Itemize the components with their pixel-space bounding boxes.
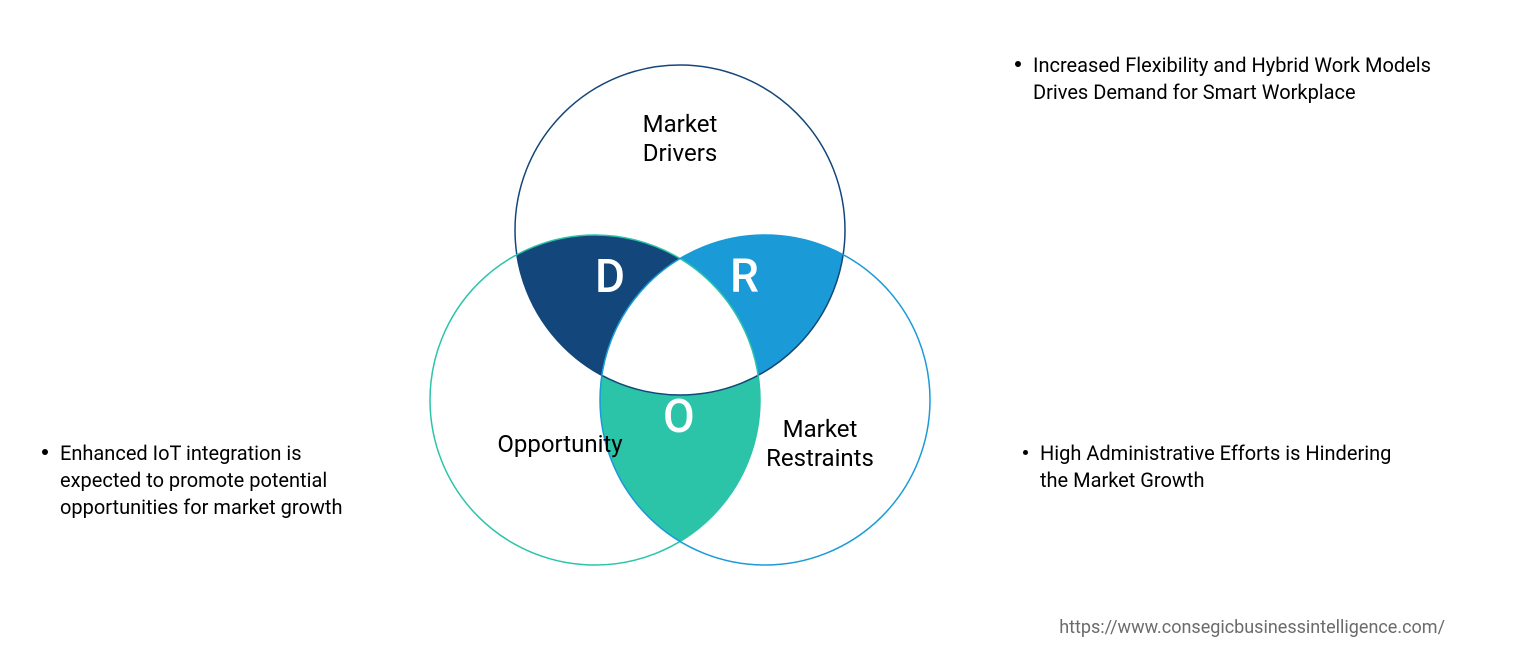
bullet-dot-icon [1015, 61, 1021, 67]
drivers-bullet: Increased Flexibility and Hybrid Work Mo… [1015, 52, 1435, 106]
venn-letter-o: O [663, 390, 695, 444]
bullet-dot-icon [1023, 450, 1028, 455]
venn-letter-r: R [730, 250, 759, 304]
venn-diagram: MarketDrivers Opportunity MarketRestrain… [400, 40, 960, 600]
footer-source-url: https://www.consegicbusinessintelligence… [1059, 617, 1445, 638]
bullet-dot-icon [42, 449, 48, 455]
venn-label-restraints: MarketRestraints [740, 415, 900, 473]
drivers-bullet-text: Increased Flexibility and Hybrid Work Mo… [1033, 52, 1435, 106]
venn-label-drivers: MarketDrivers [600, 110, 760, 168]
venn-letter-d: D [595, 250, 625, 304]
restraints-bullet-text: High Administrative Efforts is Hindering… [1040, 440, 1403, 494]
venn-label-opportunity: Opportunity [480, 430, 640, 459]
opportunity-bullet: Enhanced IoT integration is expected to … [42, 440, 382, 521]
restraints-bullet: High Administrative Efforts is Hindering… [1023, 440, 1403, 494]
opportunity-bullet-text: Enhanced IoT integration is expected to … [60, 440, 382, 521]
